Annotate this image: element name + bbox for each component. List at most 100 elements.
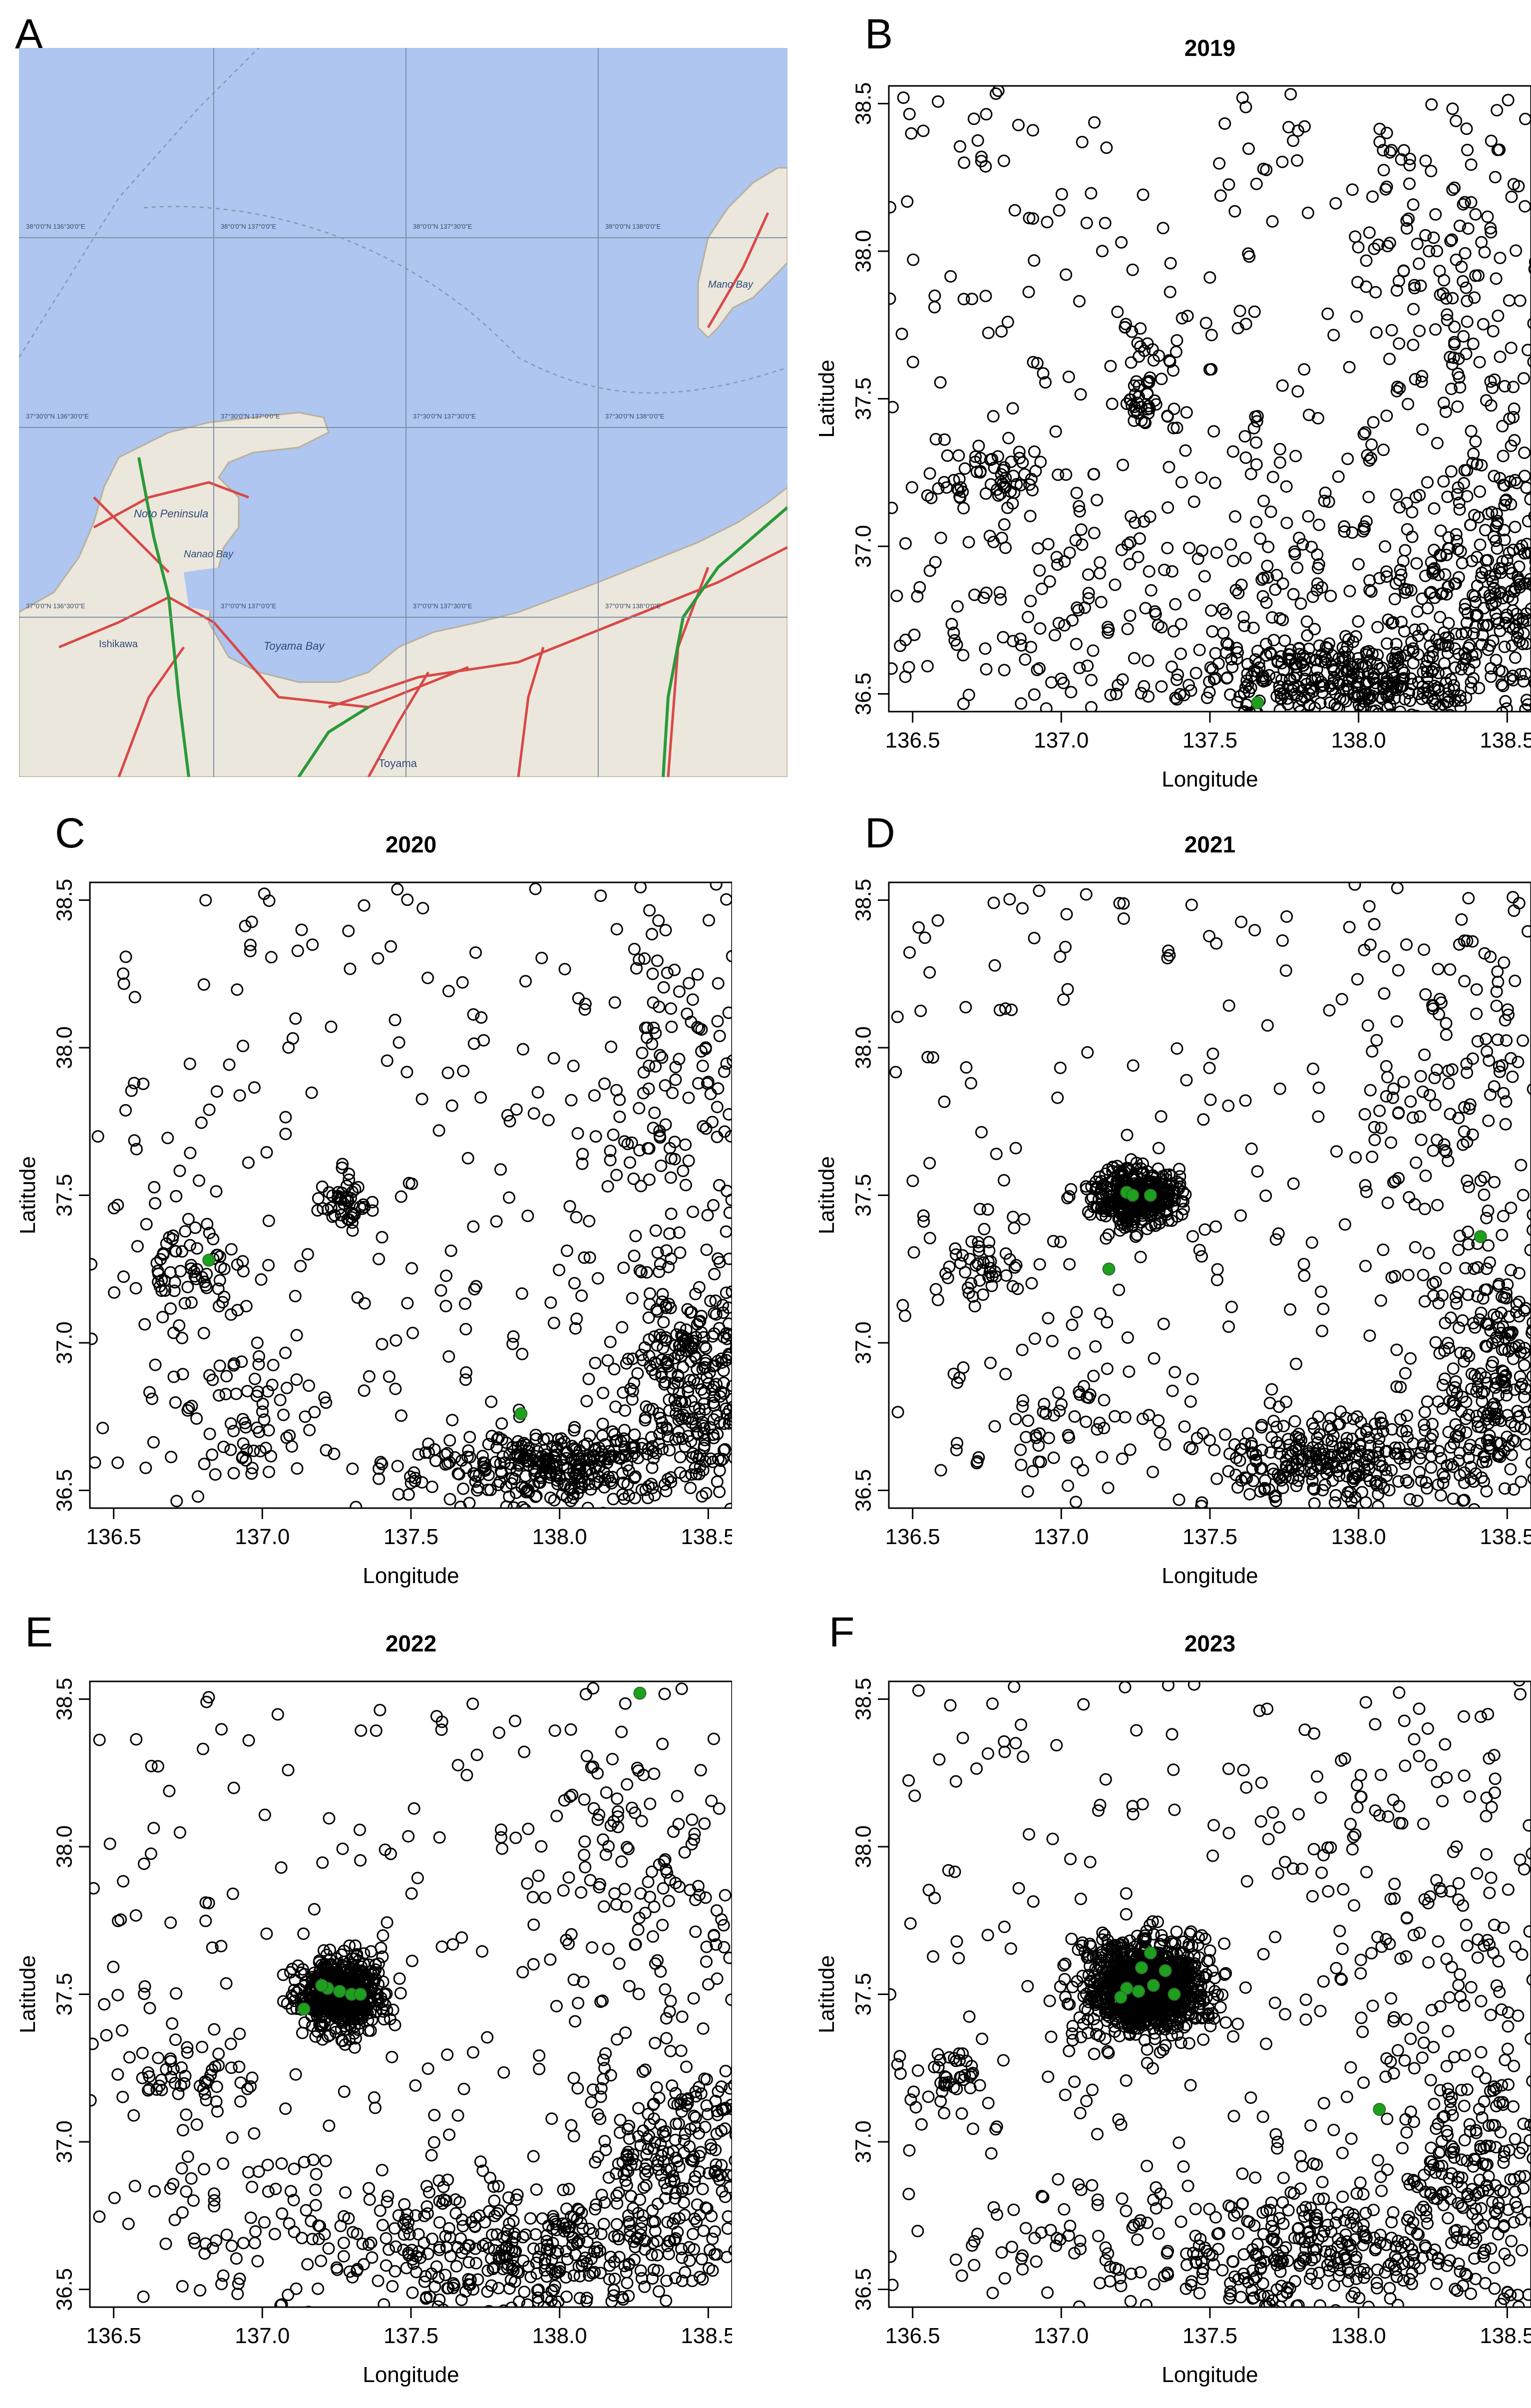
data-point: [1478, 246, 1491, 259]
data-point: [406, 2253, 419, 2266]
data-point: [1248, 924, 1261, 937]
data-point: [215, 2278, 228, 2291]
data-point: [695, 1383, 708, 1396]
data-point: [1452, 368, 1465, 380]
data-point: [1239, 451, 1252, 464]
data-point: [1435, 1489, 1447, 1502]
data-point: [700, 1487, 713, 1500]
x-tick-label: 138.5: [681, 1525, 732, 1549]
data-point: [899, 670, 912, 683]
data-point: [954, 1257, 967, 1269]
data-point: [1527, 318, 1531, 330]
data-point: [712, 1082, 725, 1095]
data-point: [251, 1336, 264, 1349]
data-point: [1393, 501, 1406, 514]
data-point: [1380, 1060, 1393, 1073]
data-point: [642, 1311, 655, 1324]
data-point: [668, 1393, 681, 1406]
data-point: [1131, 1178, 1144, 1191]
data-point: [165, 1451, 178, 1464]
data-point: [1313, 518, 1325, 531]
data-point: [723, 1329, 732, 1342]
data-point: [984, 1356, 997, 1369]
data-point: [1137, 1412, 1149, 1425]
data-point: [402, 2216, 415, 2229]
data-point: [1347, 660, 1360, 673]
data-point: [203, 1103, 216, 1116]
data-point: [573, 1452, 586, 1465]
data-point: [1478, 1189, 1491, 1201]
data-point: [907, 1246, 920, 1259]
data-point: [671, 1376, 684, 1389]
data-point: [997, 464, 1010, 476]
data-point: [1175, 312, 1188, 325]
graticule-label: 38°0'0"N 137°0'0"E: [221, 223, 277, 230]
data-point: [1280, 480, 1293, 493]
data-point: [975, 150, 988, 163]
data-point: [1441, 314, 1454, 327]
data-point: [1076, 136, 1089, 148]
data-point: [1255, 1419, 1268, 1432]
data-point: [236, 1413, 249, 1426]
data-point: [1138, 415, 1151, 428]
data-point: [929, 556, 942, 569]
data-point: [1054, 1235, 1067, 1248]
data-point: [167, 1229, 180, 1242]
data-point: [1085, 701, 1098, 712]
data-point: [1080, 888, 1093, 901]
data-point: [1247, 1475, 1260, 1487]
data-point: [1527, 1083, 1531, 1095]
data-point: [1369, 704, 1382, 712]
data-point: [1038, 1398, 1051, 1410]
data-point: [513, 2295, 526, 2307]
data-point: [325, 1201, 338, 1214]
data-point: [1082, 1391, 1095, 1404]
data-point: [1484, 222, 1497, 235]
y-tick-label: 36.5: [851, 1469, 876, 1512]
data-point: [1480, 1033, 1493, 1045]
data-point: [496, 2311, 507, 2322]
data-point: [224, 1417, 237, 1430]
data-point: [1306, 1417, 1319, 1430]
data-point: [974, 1203, 986, 1215]
data-point: [1390, 385, 1403, 398]
data-point: [1108, 1195, 1121, 1207]
data-point: [1389, 1270, 1402, 1282]
data-point: [1512, 180, 1525, 193]
y-tick-label: 37.5: [851, 1174, 876, 1217]
data-point: [307, 1997, 320, 2010]
data-point: [956, 485, 969, 498]
data-point: [1429, 1098, 1442, 1111]
data-point: [262, 1259, 275, 1271]
data-point: [372, 2274, 384, 2287]
data-point: [611, 2197, 624, 2210]
data-point: [1413, 489, 1426, 502]
data-point: [684, 1482, 697, 1494]
data-point: [1484, 375, 1497, 388]
data-point: [328, 1967, 341, 1980]
data-point: [1063, 1258, 1076, 1271]
data-point: [1287, 681, 1300, 694]
data-point: [689, 1420, 702, 1433]
data-point: [1307, 1482, 1320, 1495]
data-point: [172, 2087, 185, 2100]
data-point: [604, 1154, 617, 1167]
data-point: [1357, 703, 1370, 712]
data-point: [696, 1363, 709, 1376]
data-point: [1464, 1098, 1477, 1111]
data-point: [386, 2004, 399, 2016]
data-point: [1052, 1386, 1065, 1399]
data-point: [128, 991, 141, 1004]
data-point: [1279, 964, 1292, 977]
data-point: [711, 1131, 724, 1144]
data-point: [714, 1454, 727, 1467]
data-point: [1266, 215, 1279, 228]
data-point: [657, 1316, 670, 1329]
data-point: [549, 2218, 562, 2231]
data-point: [1349, 230, 1362, 243]
data-point: [456, 2213, 469, 2226]
data-point: [648, 1489, 661, 1502]
data-point: [1289, 745, 1300, 756]
data-point: [448, 1451, 461, 1464]
data-point: [472, 1481, 485, 1494]
